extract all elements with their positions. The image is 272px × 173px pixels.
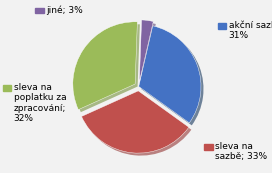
Wedge shape [139,26,201,123]
Wedge shape [75,24,140,112]
Text: sleva na
poplatku za
zpracování;
32%: sleva na poplatku za zpracování; 32% [14,83,66,123]
Wedge shape [82,91,189,153]
Wedge shape [142,22,156,85]
Wedge shape [84,93,191,156]
Text: jiné; 3%: jiné; 3% [46,5,83,15]
Text: sleva na
sazbě; 33%: sleva na sazbě; 33% [215,142,267,161]
Wedge shape [139,20,153,82]
Text: akční sazba;
31%: akční sazba; 31% [228,21,272,40]
Wedge shape [73,22,137,110]
Wedge shape [141,28,203,125]
